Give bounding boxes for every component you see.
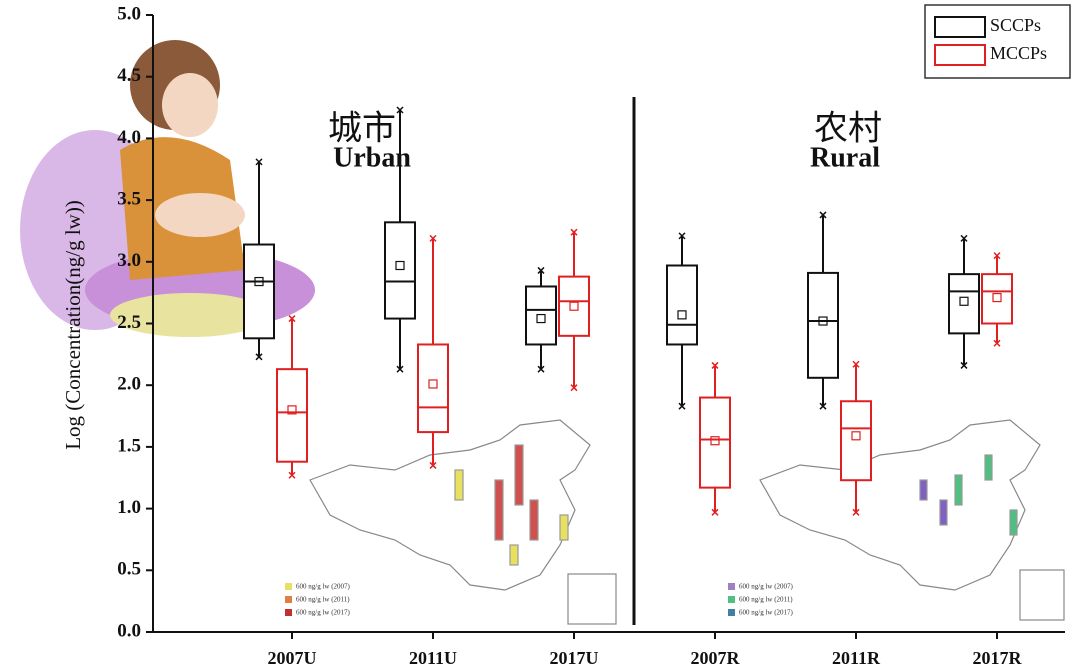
annotation: Urban	[333, 142, 411, 173]
map-legend-label: 600 ng/g lw (2017)	[739, 609, 794, 617]
whisker-end	[852, 508, 860, 516]
whisker-end	[678, 232, 686, 240]
y-tick-label: 4.0	[117, 127, 141, 148]
mean	[569, 301, 579, 311]
map-rural	[759, 419, 1065, 621]
mean	[428, 379, 438, 389]
annotation: Rural	[810, 142, 880, 173]
x-tick-label: 2011R	[832, 648, 881, 668]
whisker-end	[993, 339, 1001, 347]
map-legend-label: 600 ng/g lw (2017)	[296, 609, 351, 617]
legend-label: SCCPs	[990, 15, 1041, 35]
map-legend-swatch	[728, 596, 735, 603]
legend-label: MCCPs	[990, 43, 1047, 63]
whisker-end	[993, 252, 1001, 260]
whisker-end	[960, 234, 968, 242]
map-legend-swatch	[285, 609, 292, 616]
whisker-end	[396, 106, 404, 114]
y-axis-label: Log (Concentration(ng/g lw))	[61, 200, 85, 450]
box	[981, 273, 1013, 325]
whisker-end	[429, 461, 437, 469]
map-legend-label: 600 ng/g lw (2011)	[739, 596, 793, 604]
map-legend-label: 600 ng/g lw (2007)	[739, 583, 794, 591]
mean	[851, 431, 861, 441]
whisker-end	[537, 365, 545, 373]
x-tick-label: 2007R	[691, 648, 741, 668]
map-legend-swatch	[285, 596, 292, 603]
mean	[395, 260, 405, 271]
box	[840, 400, 872, 482]
mean	[287, 405, 297, 415]
y-tick-label: 0.5	[117, 559, 141, 580]
mean	[254, 276, 264, 287]
box	[276, 368, 308, 463]
mean	[818, 316, 828, 326]
legend-swatch	[934, 44, 986, 66]
whisker-end	[288, 471, 296, 479]
box	[666, 264, 698, 346]
map-urban	[309, 419, 617, 625]
map-legend-label: 600 ng/g lw (2007)	[296, 583, 351, 591]
x-tick-label: 2011U	[409, 648, 457, 668]
box	[558, 275, 590, 337]
y-tick-label: 4.5	[117, 65, 141, 86]
whisker-end	[960, 361, 968, 369]
annotation: 城市	[328, 109, 396, 149]
whisker-end	[570, 384, 578, 392]
x-tick-label: 2017R	[973, 648, 1023, 668]
x-tick-label: 2017U	[550, 648, 599, 668]
whisker-end	[255, 353, 263, 361]
box	[243, 243, 275, 340]
y-tick-label: 0.0	[117, 620, 141, 641]
y-tick-label: 2.0	[117, 374, 141, 395]
box	[384, 221, 416, 320]
whisker-end	[288, 315, 296, 323]
whisker-end	[570, 228, 578, 236]
legend-swatch	[934, 16, 986, 38]
whisker-end	[396, 365, 404, 373]
whisker-end	[537, 266, 545, 274]
whisker-end	[852, 360, 860, 368]
y-tick-label: 1.5	[117, 435, 141, 456]
mean	[959, 296, 969, 306]
whisker-end	[819, 402, 827, 410]
box	[948, 273, 980, 335]
y-tick-label: 3.0	[117, 250, 141, 271]
map-legend-swatch	[285, 583, 292, 590]
y-tick-label: 3.5	[117, 188, 141, 209]
map-legend-swatch	[728, 609, 735, 616]
box	[699, 396, 731, 489]
y-tick-label: 5.0	[117, 3, 141, 24]
y-tick-label: 1.0	[117, 497, 141, 518]
mean	[710, 436, 720, 446]
whisker-end	[711, 508, 719, 516]
whisker-end	[678, 402, 686, 410]
whisker-end	[255, 158, 263, 166]
box	[525, 285, 557, 346]
mean	[536, 313, 546, 324]
whisker-end	[819, 211, 827, 219]
mean	[677, 310, 687, 320]
map-legend-swatch	[728, 583, 735, 590]
whisker-end	[711, 361, 719, 369]
whisker-end	[429, 234, 437, 242]
mean	[992, 292, 1002, 303]
annotation: 农村	[814, 109, 882, 149]
y-tick-label: 2.5	[117, 312, 141, 333]
map-legend-label: 600 ng/g lw (2011)	[296, 596, 350, 604]
x-tick-label: 2007U	[268, 648, 317, 668]
